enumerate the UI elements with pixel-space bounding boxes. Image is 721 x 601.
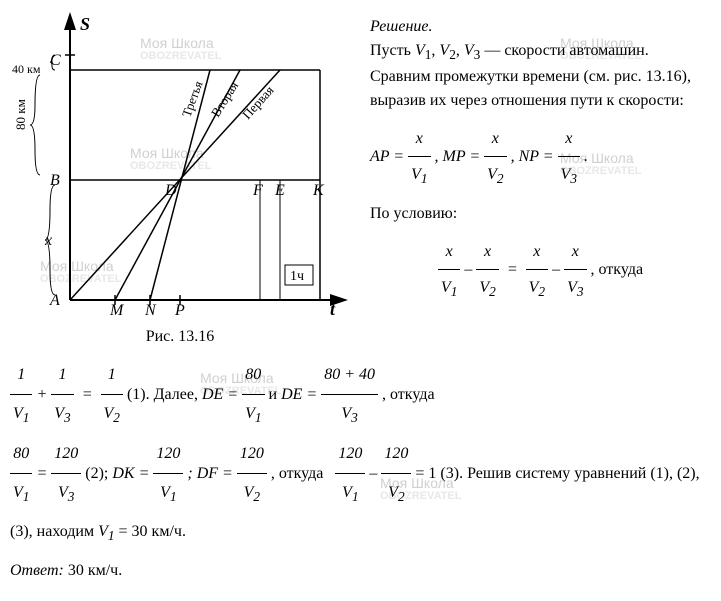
svg-text:M: M [109,302,125,319]
condition-label: По условию: [370,202,711,226]
svg-text:t: t [330,299,336,319]
svg-text:S: S [80,14,90,34]
svg-text:A: A [49,292,60,309]
svg-text:N: N [144,302,157,319]
graph-container: x 80 км 40 км 1ч Первая Вторая Третья S … [10,10,350,346]
svg-text:40 км: 40 км [12,62,41,76]
svg-text:P: P [174,302,185,319]
svg-text:F: F [252,182,263,199]
equation-condition: xV1 – xV2 = xV2 – xV3 , откуда [370,234,711,307]
svg-text:K: K [312,182,325,199]
solution-text: Решение. Пусть V1, V2, V3 — скорости авт… [370,10,711,346]
svg-text:1ч: 1ч [290,269,304,284]
equation-ap-mp-np: AP = xV1 , MP = xV2 , NP = xV3 . [370,121,711,194]
svg-text:C: C [50,52,61,69]
solution-header: Решение. [370,18,433,35]
figure-caption: Рис. 13.16 [10,328,350,346]
distance-time-graph: x 80 км 40 км 1ч Первая Вторая Третья S … [10,10,350,320]
solution-body: 1V1 + 1V3 = 1V2 (1). Далее, DE = 80V1 и … [10,356,711,591]
answer-label: Ответ: [10,562,64,579]
svg-text:D: D [164,182,177,199]
svg-text:80 км: 80 км [13,99,28,130]
svg-text:Вторая: Вторая [208,79,241,120]
svg-text:B: B [50,172,60,189]
svg-text:E: E [274,182,285,199]
answer-value: 30 км/ч. [64,562,122,579]
svg-text:Третья: Третья [179,79,206,119]
svg-text:Первая: Первая [239,83,277,122]
